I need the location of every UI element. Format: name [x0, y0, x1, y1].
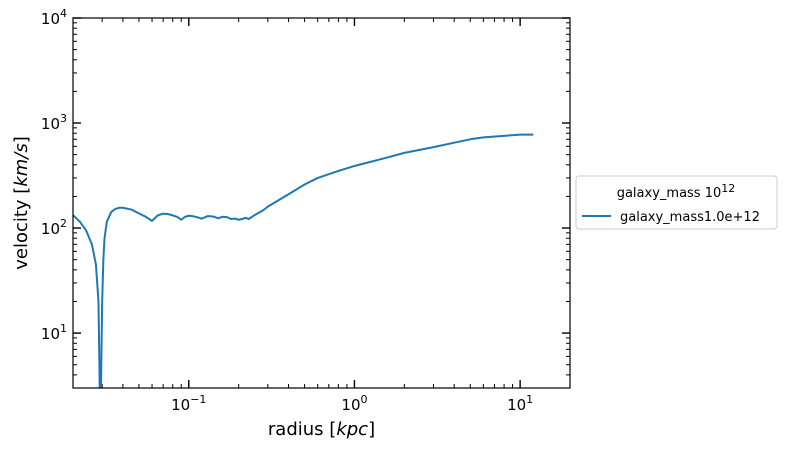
legend-box	[575, 175, 778, 230]
y-tick-label: 102	[41, 217, 67, 238]
x-axis-label: radius [kpc]	[268, 419, 375, 440]
x-tick-label: 101	[507, 393, 533, 414]
y-tick-label: 103	[41, 112, 67, 133]
legend: galaxy_mass 1012 galaxy_mass1.0e+12	[575, 175, 778, 230]
x-tick-label: 100	[341, 393, 367, 414]
series-layer	[73, 133, 534, 388]
legend-title: galaxy_mass 1012	[617, 182, 736, 201]
x-tick-label: 10−1	[171, 393, 206, 414]
legend-entry-label: galaxy_mass1.0e+12	[620, 210, 760, 225]
y-tick-label: 101	[41, 322, 67, 343]
tick-layer: 10−1 100 101 101 102 103 104	[41, 7, 571, 414]
y-axis-label: velocity [km/s]	[11, 136, 32, 270]
plot-area-frame	[72, 17, 571, 389]
series-line	[73, 133, 534, 388]
y-tick-label: 104	[41, 7, 67, 28]
